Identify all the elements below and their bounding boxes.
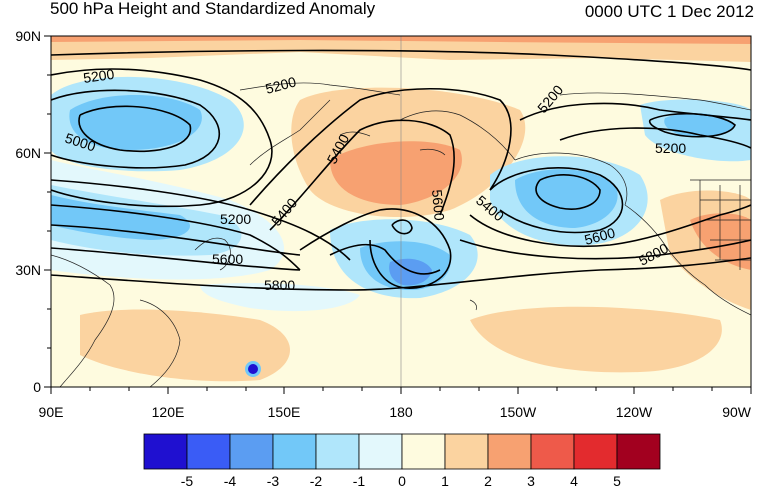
colorbar-swatch — [530, 433, 575, 470]
colorbar-label: 0 — [398, 473, 406, 488]
colorbar-swatch — [444, 433, 489, 470]
colorbar-label: -5 — [181, 473, 194, 488]
colorbar-swatch — [315, 433, 360, 470]
contour-label: 5600 — [212, 251, 243, 267]
colorbar: -5 -4 -3 -2 -1 0 1 2 3 4 5 — [143, 433, 661, 488]
colorbar-label: -3 — [267, 473, 280, 488]
lat-tick-label: 60N — [15, 145, 41, 161]
colorbar-swatch — [229, 433, 274, 470]
contour-label: 5200 — [655, 140, 686, 156]
contour-label: 5600 — [429, 189, 448, 222]
colorbar-label: -4 — [224, 473, 237, 488]
colorbar-label: -2 — [310, 473, 323, 488]
colorbar-swatch — [616, 433, 661, 470]
lat-tick-label: 90N — [15, 28, 41, 44]
colorbar-swatch — [401, 433, 446, 470]
contour-label: 5200 — [82, 66, 115, 86]
colorbar-swatch — [573, 433, 618, 470]
colorbar-swatch — [487, 433, 532, 470]
coastlines — [51, 82, 751, 387]
contour-label: 5200 — [220, 211, 251, 227]
colorbar-label: 3 — [527, 473, 535, 488]
colorbar-swatch — [358, 433, 403, 470]
map-title: 500 hPa Height and Standardized Anomaly — [50, 0, 376, 18]
colorbar-swatch — [272, 433, 317, 470]
latitude-axis: 90N 60N 30N 0 — [15, 28, 51, 395]
colorbar-label: 5 — [613, 473, 621, 488]
lon-tick-label: 150E — [268, 404, 301, 420]
colorbar-label: 4 — [570, 473, 578, 488]
contour-label: 5600 — [583, 224, 617, 248]
lon-tick-label: 120W — [616, 404, 653, 420]
lat-tick-label: 0 — [33, 379, 41, 395]
map-datetime: 0000 UTC 1 Dec 2012 — [584, 2, 754, 21]
colorbar-swatch — [186, 433, 231, 470]
lon-tick-label: 90W — [722, 404, 752, 420]
colorbar-label: 2 — [484, 473, 492, 488]
colorbar-label: -1 — [353, 473, 366, 488]
height-contours — [51, 49, 751, 291]
lon-tick-label: 180 — [389, 404, 413, 420]
lon-tick-label: 120E — [152, 404, 185, 420]
lat-tick-label: 30N — [15, 262, 41, 278]
lon-tick-label: 150W — [500, 404, 537, 420]
contour-label: 5800 — [264, 277, 295, 293]
lon-tick-label: 90E — [39, 404, 64, 420]
colorbar-swatch — [143, 433, 188, 470]
longitude-axis: 90E 120E 150E 180 150W 120W 90W — [39, 387, 752, 420]
colorbar-label: 1 — [441, 473, 449, 488]
contour-label: 5200 — [264, 73, 298, 97]
